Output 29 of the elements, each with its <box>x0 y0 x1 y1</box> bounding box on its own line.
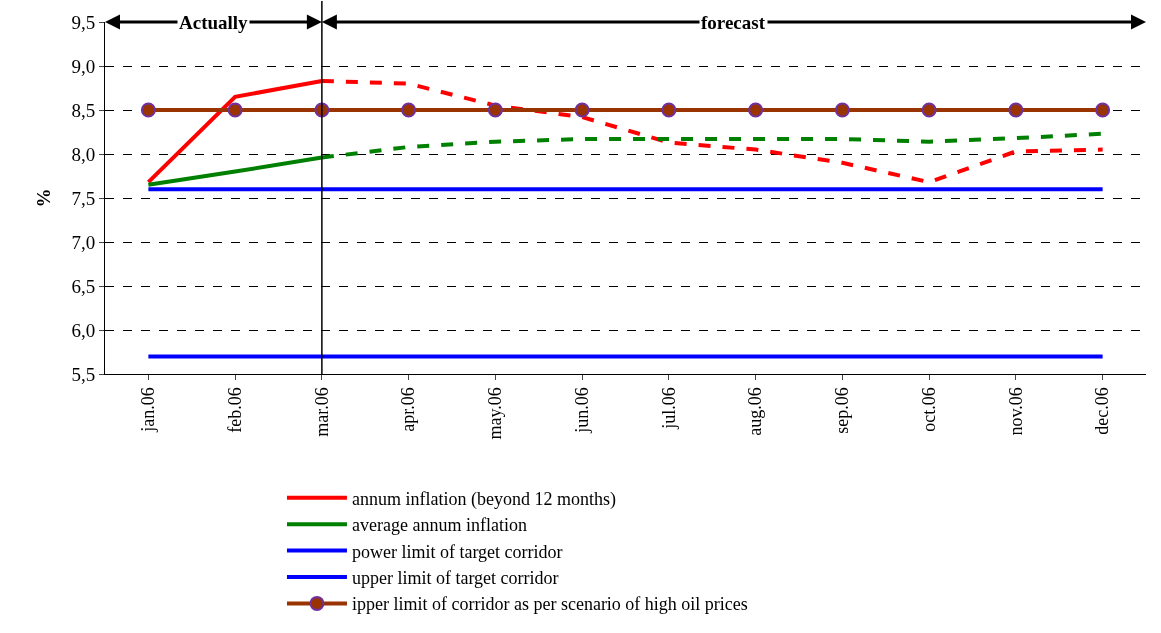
x-tick-label: dec.06 <box>1092 387 1113 435</box>
y-tick-label: 8,0 <box>71 143 96 165</box>
x-tick-label: oct.06 <box>918 387 939 432</box>
x-tick-label: apr.06 <box>398 387 419 432</box>
y-tick-label: 6,0 <box>71 319 96 341</box>
annotation: forecast <box>701 12 766 33</box>
x-tick-label: sep.06 <box>832 387 853 434</box>
y-tick-label: 7,5 <box>71 187 96 209</box>
legend-label: ipper limit of corridor as per scenario of high oil prices <box>351 594 748 615</box>
x-tick-label: mar.06 <box>311 387 332 437</box>
x-tick-label: nov.06 <box>1005 387 1026 436</box>
y-tick-label: 9,0 <box>71 55 96 77</box>
legend-label: power limit of target corridor <box>351 541 563 562</box>
x-tick-label: may.06 <box>485 387 506 440</box>
legend-label: annum inflation (beyond 12 months) <box>351 488 616 510</box>
x-tick-label: aug.06 <box>745 387 766 436</box>
y-axis-title: % <box>33 188 55 208</box>
annotation: Actually <box>179 12 249 33</box>
y-tick-label: 8,5 <box>71 99 96 121</box>
y-tick-label: 5,5 <box>71 363 96 385</box>
y-tick-label: 7,0 <box>71 231 96 253</box>
x-tick-label: jun.06 <box>571 387 592 434</box>
legend-label: average annum inflation <box>351 515 527 536</box>
y-tick-label: 9,5 <box>71 11 96 33</box>
legend-label: upper limit of target corridor <box>351 568 559 589</box>
x-tick-label: feb.06 <box>224 387 245 433</box>
x-tick-label: jul.06 <box>658 387 679 430</box>
x-tick-label: jan.06 <box>138 387 159 433</box>
y-tick-label: 6,5 <box>71 275 96 297</box>
